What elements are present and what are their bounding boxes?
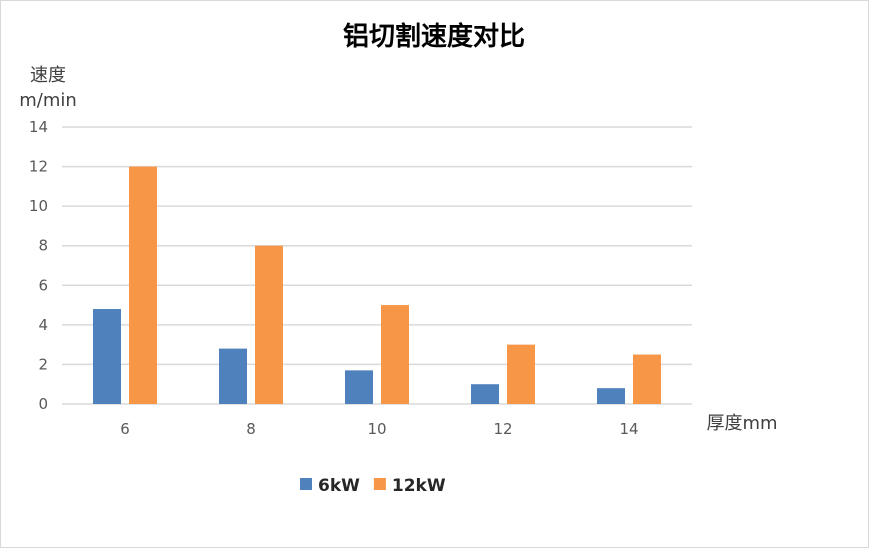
bar-12kW-14 <box>633 354 661 404</box>
legend-label-12kW: 12kW <box>392 476 446 496</box>
y-tick-label: 14 <box>29 118 48 136</box>
y-tick-label: 8 <box>38 237 48 255</box>
legend-swatch-12kW <box>373 478 386 490</box>
bar-12kW-12 <box>507 344 535 404</box>
bar-12kW-8 <box>255 245 283 404</box>
bar-12kW-6 <box>129 166 157 404</box>
bar-6kW-10 <box>345 370 373 404</box>
bar-6kW-14 <box>597 388 625 404</box>
y-tick-label: 0 <box>38 395 48 413</box>
x-tick-label: 12 <box>493 420 512 438</box>
y-tick-label: 12 <box>29 158 48 176</box>
y-axis-label-line2: m/min <box>19 90 77 111</box>
legend-swatch-6kW <box>300 478 312 490</box>
y-tick-label: 2 <box>38 355 48 373</box>
y-tick-label: 4 <box>38 316 48 334</box>
bar-6kW-6 <box>93 309 121 404</box>
x-tick-label: 10 <box>367 420 386 438</box>
chart-title: 铝切割速度对比 <box>343 21 525 52</box>
y-axis-label-line1: 速度 <box>30 65 66 86</box>
bar-12kW-10 <box>381 305 409 404</box>
legend-label-6kW: 6kW <box>318 476 360 496</box>
x-tick-label: 6 <box>120 420 130 438</box>
x-tick-label: 8 <box>246 420 256 438</box>
bar-6kW-12 <box>471 384 499 404</box>
x-tick-label: 14 <box>619 420 638 438</box>
bar-6kW-8 <box>219 348 247 404</box>
y-tick-label: 10 <box>29 197 48 215</box>
x-axis-label: 厚度mm <box>706 413 777 434</box>
y-tick-label: 6 <box>38 276 48 294</box>
